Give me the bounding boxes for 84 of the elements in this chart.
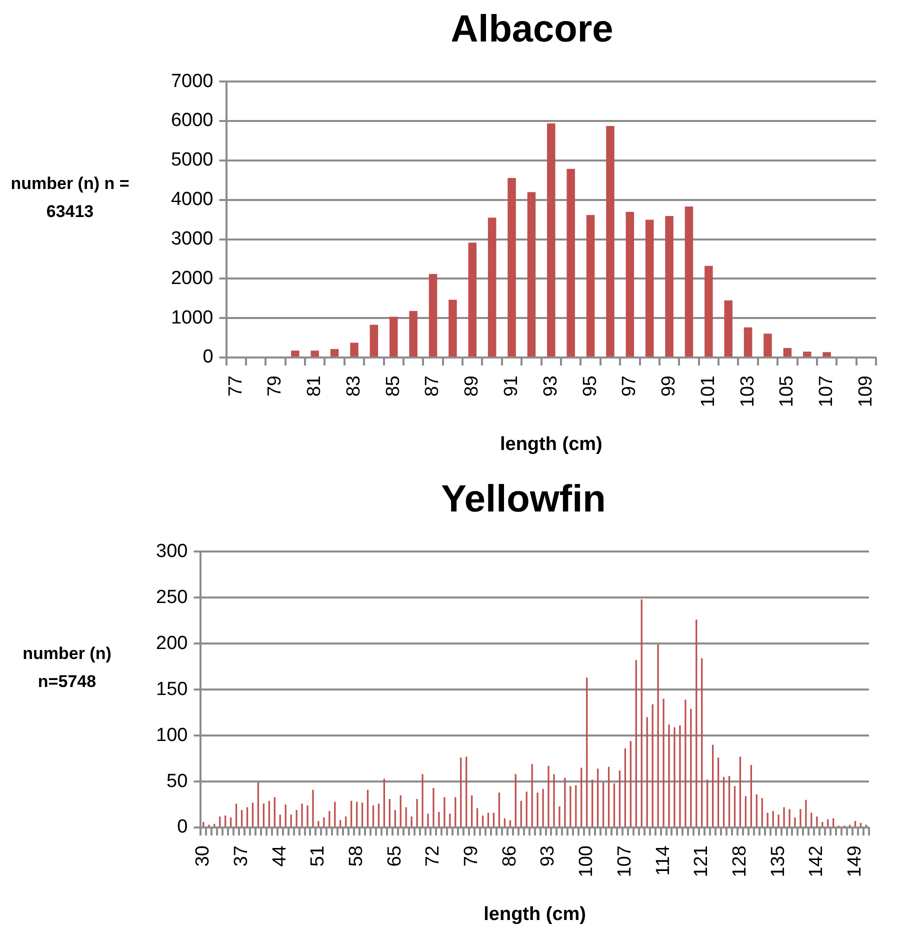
x-tick-label: 97	[619, 376, 640, 397]
x-tick-label: 89	[462, 376, 483, 397]
bar	[684, 206, 694, 356]
bar	[428, 274, 438, 356]
x-tick-label: 87	[422, 376, 444, 397]
bar	[409, 310, 418, 356]
x-tick-label: 65	[384, 846, 406, 867]
bar	[310, 350, 320, 356]
x-tick-label: 83	[343, 376, 364, 397]
y-tick-label: 3000	[170, 228, 214, 250]
bar	[783, 348, 792, 356]
x-tick-label: 30	[192, 846, 214, 867]
x-tick-label: 107	[816, 376, 838, 408]
x-tick-label: 93	[540, 376, 562, 397]
x-tick-label: 101	[698, 376, 719, 408]
bar	[566, 168, 575, 356]
chart-title: Albacore	[450, 8, 614, 50]
x-tick-label: 37	[231, 846, 252, 867]
y-tick-label: 250	[156, 586, 188, 608]
bar	[744, 327, 752, 356]
x-tick-label: 99	[658, 376, 680, 397]
x-tick-label: 95	[580, 376, 601, 397]
bar	[764, 334, 772, 356]
bar	[822, 352, 831, 356]
x-tick-label: 105	[776, 376, 798, 408]
y-tick-label: 6000	[170, 110, 214, 132]
y-tick-label: 50	[166, 770, 188, 792]
x-tick-label: 51	[308, 846, 329, 867]
x-tick-label: 135	[768, 846, 789, 878]
y-tick-label: 300	[156, 540, 188, 562]
bar	[704, 266, 713, 356]
bar	[291, 350, 300, 356]
y-axis-title: number (n) n = 63413	[10, 173, 130, 223]
x-tick-label: 142	[806, 846, 828, 878]
x-tick-label: 44	[269, 845, 290, 867]
y-tick-label: 200	[156, 632, 188, 654]
y-tick-label: 0	[177, 816, 188, 838]
bar	[390, 316, 398, 356]
x-tick-label: 91	[501, 376, 522, 397]
x-tick-label: 100	[576, 846, 598, 878]
y-tick-label: 2000	[170, 268, 214, 289]
y-tick-label: 0	[202, 346, 214, 368]
bar	[606, 126, 614, 356]
bar	[645, 220, 654, 356]
bar	[468, 242, 477, 356]
x-axis-title: length (cm)	[484, 904, 586, 925]
y-axis-title: number (n) n=5748	[22, 643, 112, 693]
x-tick-label: 81	[304, 376, 326, 397]
bar	[488, 218, 496, 356]
x-tick-label: 72	[422, 846, 444, 867]
x-tick-label: 114	[652, 845, 674, 876]
y-tick-label: 5000	[170, 150, 214, 171]
y-tick-label: 4000	[170, 189, 214, 210]
bar	[802, 352, 812, 356]
y-tick-label: 7000	[170, 70, 214, 92]
x-axis-title: length (cm)	[500, 434, 602, 455]
x-tick-label: 85	[382, 376, 404, 397]
bar	[665, 216, 674, 356]
x-tick-label: 128	[729, 846, 750, 878]
y-tick-label: 100	[156, 724, 188, 746]
x-tick-label: 86	[499, 846, 520, 867]
bar	[370, 324, 378, 356]
bar	[330, 349, 339, 356]
bar	[350, 342, 358, 356]
bar	[508, 178, 516, 356]
x-tick-label: 107	[614, 846, 636, 878]
chart-title: Yellowfin	[441, 478, 606, 520]
x-tick-label: 58	[346, 846, 368, 867]
x-tick-label: 109	[855, 376, 876, 408]
bar	[527, 192, 536, 356]
x-tick-label: 93	[538, 846, 559, 867]
x-tick-label: 77	[225, 376, 246, 397]
x-tick-label: 149	[844, 846, 866, 878]
bar	[586, 215, 595, 356]
bar	[448, 300, 457, 356]
y-tick-label: 150	[156, 678, 188, 700]
x-tick-label: 103	[737, 376, 758, 408]
x-tick-label: 79	[461, 846, 482, 867]
bar	[626, 212, 634, 356]
bar	[724, 300, 733, 356]
x-tick-label: 121	[691, 846, 712, 878]
x-tick-label: 79	[264, 376, 286, 397]
bar	[547, 123, 556, 356]
y-tick-label: 1000	[170, 307, 214, 328]
